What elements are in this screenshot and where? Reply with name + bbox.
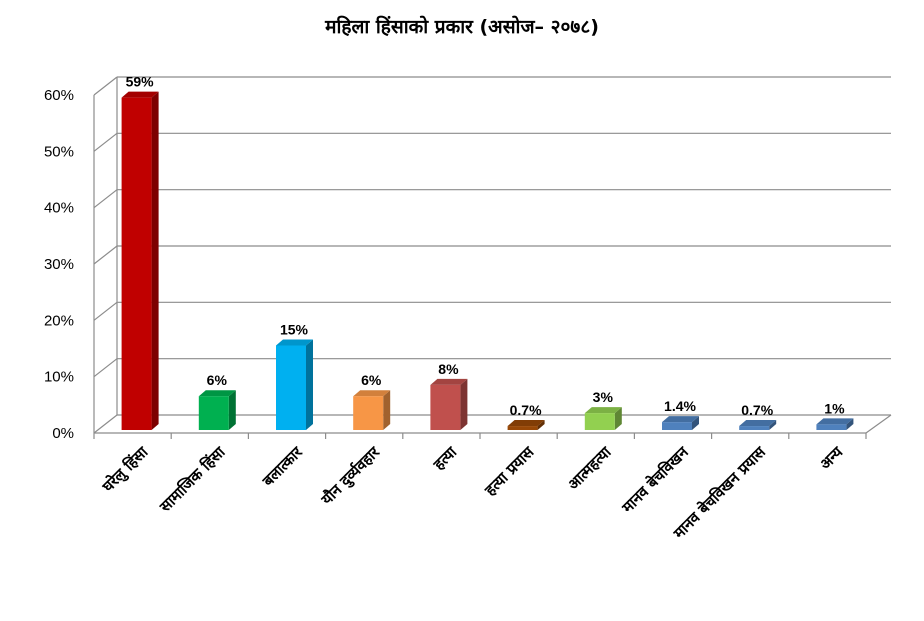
bar-top: [507, 420, 545, 427]
bar-side: [383, 390, 391, 430]
bar-top: [584, 407, 622, 414]
x-tick-label: आत्महत्या: [564, 442, 615, 493]
grid-depth-line: [93, 76, 118, 96]
bar-front: [198, 396, 229, 430]
bar-side: [769, 420, 777, 430]
data-label: 15%: [280, 322, 309, 338]
bar-top: [276, 339, 313, 346]
y-tick-label: 40%: [44, 200, 74, 217]
data-label: 0.7%: [741, 402, 773, 418]
data-labels: 59% 6% 15% 6% 8% 0.7% 3% 1.4% 0.7% 1%: [126, 74, 845, 418]
x-tick-label: मानव बेचविखन: [618, 443, 692, 517]
data-label: 1%: [824, 400, 845, 416]
y-tick-label: 10%: [44, 369, 74, 386]
grid-depth-line: [93, 189, 118, 209]
bar-side: [846, 418, 854, 430]
bar: [662, 416, 699, 430]
bar-top: [739, 420, 777, 427]
bar-side: [692, 416, 699, 430]
bar-side: [537, 420, 545, 430]
x-tick-label: घरेलु हिंसा: [98, 442, 153, 497]
y-axis: 0% 10% 20% 30% 40% 50% 60%: [44, 87, 95, 442]
bar: [353, 390, 391, 430]
bar-front: [816, 424, 847, 430]
bar-side: [614, 407, 622, 430]
x-tick-label: सामाजिक हिंसा: [155, 442, 229, 516]
bar: [430, 378, 468, 430]
bar-side: [151, 91, 159, 430]
chart-title: महिला हिंसाको प्रकार (असोज– २०७८): [324, 15, 599, 38]
bar-front: [353, 396, 384, 430]
data-label: 8%: [438, 361, 459, 377]
grid-depth-line: [93, 358, 118, 378]
y-tick-label: 50%: [44, 143, 74, 160]
grid-depth-line: [93, 414, 118, 434]
y-tick-label: 30%: [44, 256, 74, 273]
bar-side: [306, 339, 313, 430]
bar: [739, 420, 777, 430]
bar-top: [121, 91, 159, 98]
data-label: 6%: [207, 372, 228, 388]
bar-top: [662, 416, 699, 423]
data-label: 0.7%: [510, 402, 542, 418]
x-tick-label: हत्या प्रयास: [481, 442, 538, 499]
x-tick-label: हत्या: [429, 442, 461, 474]
bars: [121, 91, 854, 430]
grid-depth-line: [93, 132, 118, 152]
bar-front: [121, 97, 152, 430]
x-axis: घरेलु हिंसा सामाजिक हिंसा बलात्कार यौन दुर्…: [93, 433, 867, 543]
bar-front: [662, 422, 692, 430]
bar-top: [816, 418, 854, 425]
bar-front: [276, 345, 306, 430]
bar-top: [430, 378, 468, 385]
bar-side: [460, 378, 468, 430]
bar: [816, 418, 854, 430]
bar-front: [584, 413, 615, 430]
bar: [276, 339, 313, 430]
bar-front: [430, 384, 461, 430]
bar: [198, 390, 236, 430]
bar-top: [198, 390, 236, 397]
x-tick-label: बलात्कार: [258, 442, 306, 490]
y-tick-label: 0%: [52, 425, 74, 442]
y-tick-label: 20%: [44, 312, 74, 329]
y-tick-label: 60%: [44, 87, 74, 104]
data-label: 6%: [361, 372, 382, 388]
grid-depth-line: [93, 301, 118, 321]
data-label: 3%: [593, 389, 614, 405]
data-label: 59%: [126, 74, 155, 90]
x-tick-label: अन्य: [816, 442, 847, 473]
bar: [584, 407, 622, 430]
bar-front: [739, 426, 770, 430]
bar-top: [353, 390, 391, 397]
bar-side: [228, 390, 236, 430]
bar: [121, 91, 159, 430]
bar-front: [507, 426, 538, 430]
grid-depth-line: [93, 245, 118, 265]
data-label: 1.4%: [664, 398, 696, 414]
grid-lines: [93, 76, 892, 434]
bar: [507, 420, 545, 430]
floor-right-edge: [865, 414, 892, 434]
x-tick-label: यौन दुर्व्यवहार: [317, 442, 384, 509]
